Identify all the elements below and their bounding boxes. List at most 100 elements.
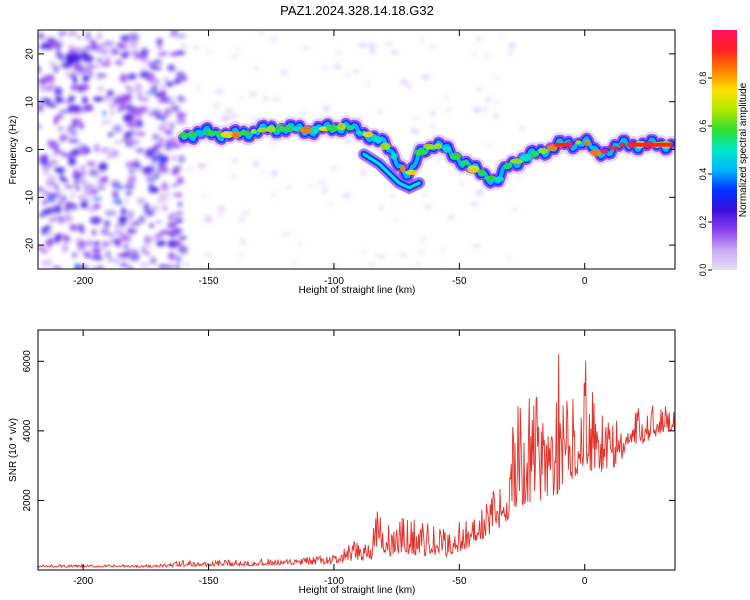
noise-blob bbox=[421, 74, 431, 80]
noise-blob bbox=[204, 252, 212, 256]
noise-blob bbox=[72, 168, 80, 177]
noise-blob bbox=[49, 159, 58, 166]
noise-blob bbox=[55, 50, 63, 59]
noise-blob bbox=[46, 231, 53, 236]
noise-blob bbox=[229, 113, 239, 119]
noise-blob bbox=[127, 175, 137, 183]
noise-blob bbox=[399, 253, 408, 256]
noise-blob bbox=[45, 239, 53, 246]
noise-blob bbox=[112, 238, 121, 244]
colorbar-axes: 0.0 0.2 0.4 0.6 0.8 bbox=[698, 72, 712, 276]
noise-blob bbox=[239, 252, 243, 258]
noise-blob bbox=[151, 146, 159, 152]
noise-blob bbox=[157, 264, 169, 269]
noise-blob bbox=[141, 248, 146, 252]
noise-blob bbox=[183, 261, 190, 268]
noise-blob bbox=[411, 129, 419, 134]
noise-blob bbox=[199, 265, 204, 269]
noise-blob bbox=[62, 242, 68, 252]
noise-blob bbox=[420, 38, 424, 45]
noise-blob bbox=[141, 243, 151, 250]
noise-blob bbox=[107, 118, 113, 125]
noise-blob bbox=[66, 201, 73, 207]
noise-blob bbox=[473, 106, 481, 113]
noise-blob bbox=[155, 220, 162, 224]
noise-blob bbox=[507, 187, 512, 191]
noise-blob bbox=[47, 258, 53, 265]
noise-blob bbox=[230, 175, 238, 179]
colorbar-tick-label: 0.8 bbox=[698, 72, 708, 85]
noise-blob bbox=[206, 48, 211, 55]
noise-blob bbox=[77, 144, 88, 150]
noise-blob bbox=[369, 48, 376, 55]
noise-blob bbox=[499, 34, 504, 38]
noise-blob bbox=[186, 166, 195, 170]
noise-blob bbox=[117, 46, 130, 50]
noise-blob bbox=[168, 230, 175, 238]
trace-hotspot bbox=[538, 147, 548, 154]
trace-hotspot bbox=[371, 135, 382, 143]
snr-plot bbox=[38, 354, 675, 569]
noise-blob bbox=[168, 96, 174, 101]
noise-blob bbox=[125, 138, 134, 142]
trace-hotspot bbox=[238, 130, 251, 136]
noise-blob bbox=[38, 106, 44, 113]
noise-blob bbox=[48, 142, 60, 150]
noise-blob bbox=[45, 225, 52, 230]
noise-blob bbox=[38, 213, 46, 217]
noise-blob bbox=[307, 184, 314, 188]
noise-blob bbox=[112, 97, 124, 104]
noise-blob bbox=[133, 56, 142, 60]
noise-blob bbox=[124, 197, 129, 206]
noise-blob bbox=[72, 252, 78, 258]
noise-blob bbox=[113, 228, 125, 237]
x-tick-label: -200 bbox=[73, 576, 93, 587]
trace-hotspot bbox=[503, 162, 513, 169]
noise-blob bbox=[171, 30, 179, 33]
trace-hotspot bbox=[215, 130, 223, 137]
noise-blob bbox=[240, 239, 246, 245]
noise-blob bbox=[45, 179, 57, 187]
x-tick-label: -50 bbox=[452, 576, 467, 587]
noise-blob bbox=[82, 96, 88, 105]
noise-blob bbox=[175, 263, 181, 269]
trace-hotspot bbox=[414, 149, 427, 156]
noise-blob bbox=[149, 223, 154, 228]
noise-blob bbox=[173, 78, 181, 84]
noise-blob bbox=[142, 251, 151, 255]
noise-blob bbox=[124, 84, 130, 90]
noise-blob bbox=[53, 86, 63, 96]
noise-blob bbox=[164, 130, 174, 135]
noise-blob bbox=[127, 73, 137, 81]
noise-blob bbox=[73, 118, 84, 128]
noise-blob bbox=[151, 78, 161, 84]
spectrogram-xlabel: Height of straight line (km) bbox=[299, 285, 416, 296]
noise-blob bbox=[83, 251, 91, 259]
noise-blob bbox=[494, 100, 500, 104]
noise-blob bbox=[178, 235, 187, 240]
noise-blob bbox=[53, 116, 59, 125]
noise-blob bbox=[212, 103, 221, 109]
noise-blob bbox=[39, 97, 51, 106]
noise-blob bbox=[492, 76, 501, 79]
trace-hotspot bbox=[575, 140, 582, 145]
noise-blob bbox=[58, 220, 65, 224]
noise-blob bbox=[176, 34, 187, 38]
noise-blob bbox=[482, 106, 487, 113]
noise-blob bbox=[515, 176, 523, 179]
noise-blob bbox=[345, 137, 353, 142]
noise-blob bbox=[86, 104, 94, 112]
trace-hotspot bbox=[203, 129, 216, 136]
noise-blob bbox=[153, 143, 164, 148]
noise-blob bbox=[292, 261, 297, 266]
noise-blob bbox=[116, 42, 126, 48]
noise-blob bbox=[368, 43, 376, 49]
noise-blob bbox=[92, 197, 103, 201]
trace-hotspot bbox=[346, 125, 355, 131]
noise-blob bbox=[443, 95, 448, 100]
noise-blob bbox=[162, 182, 169, 189]
noise-blob bbox=[122, 251, 130, 258]
x-tick-label: -150 bbox=[199, 276, 219, 287]
trace-hotspot bbox=[362, 131, 374, 138]
noise-blob bbox=[360, 169, 366, 176]
